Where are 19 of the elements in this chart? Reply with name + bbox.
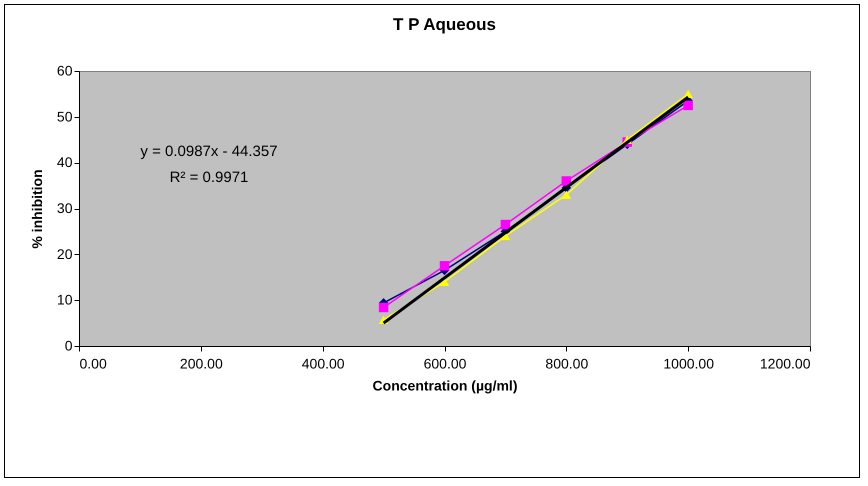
y-tick-label: 20 — [56, 246, 73, 262]
x-tick-label: 1200.00 — [760, 356, 811, 372]
y-tick-label: 40 — [56, 154, 73, 170]
y-tick-label: 0 — [64, 338, 73, 354]
y-tick-label: 10 — [56, 292, 73, 308]
chart-title: T P Aqueous — [393, 15, 496, 34]
y-axis-title: % inhibition — [28, 169, 45, 249]
x-tick-label: 0.00 — [80, 356, 107, 372]
annotation: R² = 0.9971 — [170, 169, 248, 186]
y-tick-label: 50 — [56, 108, 73, 124]
annotation: y = 0.0987x - 44.357 — [140, 143, 278, 160]
y-tick-label: 60 — [56, 62, 73, 78]
y-tick-label: 30 — [56, 200, 73, 216]
x-tick-label: 200.00 — [180, 356, 223, 372]
x-tick-label: 400.00 — [302, 356, 345, 372]
x-tick-label: 1000.00 — [663, 356, 714, 372]
x-tick-label: 800.00 — [545, 356, 588, 372]
x-tick-label: 600.00 — [424, 356, 467, 372]
x-axis-title: Concentration (µg/ml) — [372, 378, 518, 394]
